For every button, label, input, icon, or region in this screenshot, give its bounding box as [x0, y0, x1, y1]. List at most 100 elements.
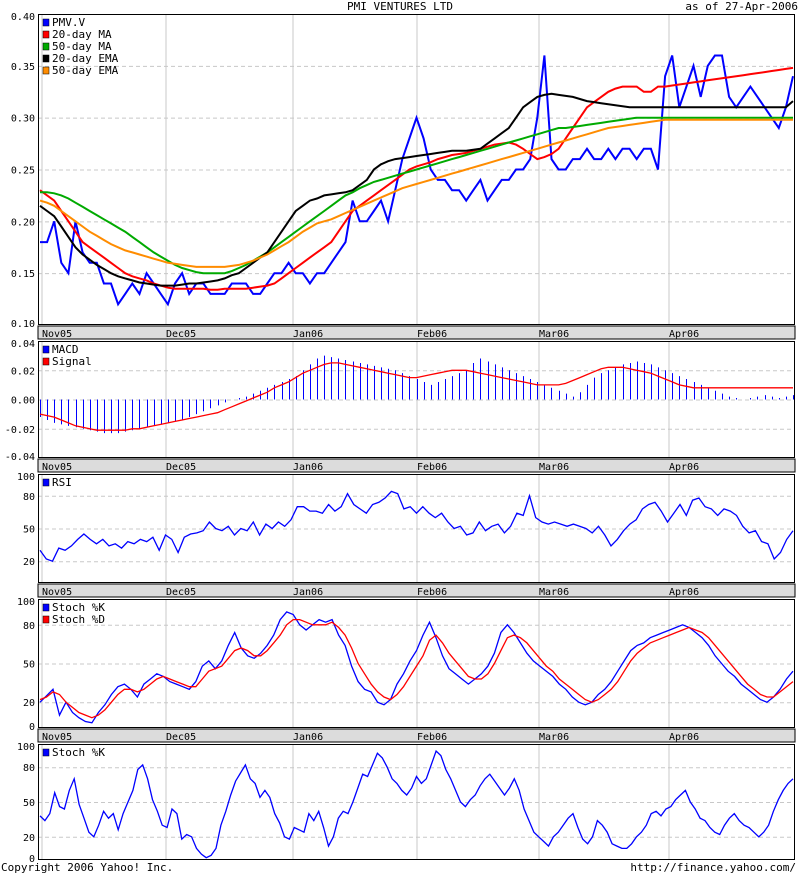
y-tick-label: 0.10: [11, 319, 35, 330]
x-tick-label: Mar06: [539, 587, 569, 598]
copyright-text: Copyright 2006 Yahoo! Inc.: [1, 861, 174, 874]
x-tick-label: Nov05: [42, 587, 72, 598]
legend-label: 50-day MA: [52, 40, 112, 53]
legend-swatch: [42, 66, 50, 75]
date-axis-band: [37, 583, 796, 598]
legend-label: 50-day EMA: [52, 64, 119, 77]
panel-frame: [38, 744, 795, 860]
legend-swatch: [42, 18, 50, 27]
series-line-stoch-k: [39, 749, 794, 859]
x-tick-label: Feb06: [417, 329, 447, 340]
legend-label: 20-day MA: [52, 28, 112, 41]
series-line-20-day-ma: [39, 66, 794, 291]
y-tick-label: 100: [17, 597, 35, 608]
y-tick-label: 0.25: [11, 166, 35, 177]
y-tick-label: 0: [29, 722, 35, 733]
legend-label: Stoch %K: [52, 746, 105, 759]
legend-label: Stoch %D: [52, 613, 105, 626]
x-tick-label: Nov05: [42, 732, 72, 743]
y-tick-label: 0.15: [11, 269, 35, 280]
y-tick-label: 0.00: [11, 396, 35, 407]
y-tick-label: 20: [23, 698, 35, 709]
x-tick-label: Mar06: [539, 732, 569, 743]
series-line-stoch-d: [39, 618, 794, 719]
legend-swatch: [42, 42, 50, 51]
legend-label: Stoch %K: [52, 601, 105, 614]
chart-panel-5: 0 20 50 80 100 Stoch %K: [17, 742, 795, 865]
y-tick-label: 100: [17, 742, 35, 753]
legend-swatch: [42, 748, 50, 757]
y-tick-label: 50: [23, 525, 35, 536]
date-axis-band: [37, 728, 796, 743]
panel-frame: [38, 599, 795, 728]
x-tick-label: Mar06: [539, 329, 569, 340]
legend-label: Signal: [52, 355, 92, 368]
y-tick-label: 80: [23, 763, 35, 774]
legend-swatch: [42, 478, 50, 487]
y-tick-label: 20: [23, 833, 35, 844]
y-tick-label: 0.30: [11, 114, 35, 125]
x-tick-label: Jan06: [293, 587, 323, 598]
legend-swatch: [42, 345, 50, 354]
legend-label: MACD: [52, 343, 79, 356]
series-line-pmv-v: [40, 54, 794, 307]
x-tick-label: Jan06: [293, 462, 323, 473]
x-tick-label: Apr06: [669, 587, 699, 598]
series-line-50-day-ema: [39, 118, 793, 268]
y-tick-label: 0.20: [11, 217, 35, 228]
x-tick-label: Feb06: [417, 462, 447, 473]
x-tick-label: Apr06: [669, 732, 699, 743]
y-tick-label: 0: [29, 854, 35, 865]
legend-swatch: [42, 615, 50, 624]
legend-label: 20-day EMA: [52, 52, 119, 65]
y-tick-label: 20: [23, 557, 35, 568]
x-tick-label: Feb06: [417, 732, 447, 743]
y-tick-label: 80: [23, 492, 35, 503]
y-tick-label: 50: [23, 798, 35, 809]
panel-frame: [38, 14, 795, 325]
legend-label: PMV.V: [52, 16, 85, 29]
x-tick-label: Dec05: [166, 462, 196, 473]
y-tick-label: 0.40: [11, 12, 35, 23]
y-tick-label: 0.04: [11, 339, 35, 350]
date-axis-band: [37, 458, 796, 473]
source-url[interactable]: http://finance.yahoo.com/: [630, 861, 796, 874]
series-line-20-day-ema: [39, 92, 794, 287]
x-tick-label: Dec05: [166, 587, 196, 598]
legend-label: RSI: [52, 476, 72, 489]
as-of-date: as of 27-Apr-2006: [685, 0, 798, 13]
x-tick-label: Mar06: [539, 462, 569, 473]
legend-swatch: [42, 357, 50, 366]
x-tick-label: Nov05: [42, 329, 72, 340]
x-tick-label: Dec05: [166, 732, 196, 743]
legend-swatch: [42, 30, 50, 39]
x-tick-label: Apr06: [669, 462, 699, 473]
legend-swatch: [42, 54, 50, 63]
x-tick-label: Dec05: [166, 329, 196, 340]
date-axis-band: [37, 325, 796, 340]
chart-title: PMI VENTURES LTD: [347, 0, 453, 13]
series-line-rsi: [39, 490, 794, 563]
y-tick-label: -0.02: [5, 425, 35, 436]
panel-frame: [38, 341, 795, 458]
x-tick-label: Jan06: [293, 732, 323, 743]
y-tick-label: 100: [17, 472, 35, 483]
chart-panel-3: 20 50 80 100 RSI Nov05 Dec05 Jan06 Feb06 Mar06 Apr…: [17, 472, 796, 598]
y-tick-label: 0.35: [11, 62, 35, 73]
series-line-signal: [39, 362, 793, 431]
y-tick-label: 0.02: [11, 366, 35, 377]
x-tick-label: Feb06: [417, 587, 447, 598]
x-tick-label: Jan06: [293, 329, 323, 340]
legend-swatch: [42, 603, 50, 612]
y-tick-label: 50: [23, 660, 35, 671]
y-tick-label: 80: [23, 621, 35, 632]
series-line-stoch-k: [39, 611, 794, 724]
panel-frame: [38, 474, 795, 583]
x-tick-label: Nov05: [42, 462, 72, 473]
chart-panel-1: 0.100.150.200.250.300.350.40 PMV.V20-day …: [11, 12, 796, 340]
y-tick-label: -0.04: [5, 452, 35, 463]
series-line-50-day-ma: [40, 116, 793, 275]
